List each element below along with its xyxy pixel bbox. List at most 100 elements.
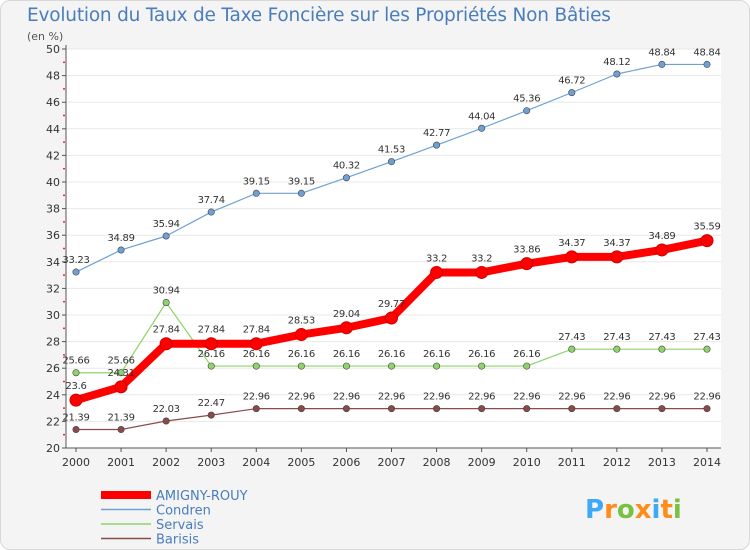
data-label-servais: 25.66	[108, 356, 135, 367]
y-minor-tick	[63, 433, 65, 436]
x-tick-label: 2012	[603, 456, 631, 469]
data-point-barisis	[387, 405, 395, 413]
data-point-servais	[387, 362, 395, 370]
data-label-condren: 40.32	[333, 161, 360, 172]
data-point-amigny-rouy	[655, 243, 669, 257]
data-point-condren	[297, 189, 305, 197]
legend-label-condren: Condren	[156, 504, 211, 519]
data-point-servais	[297, 362, 305, 370]
x-tick-label: 2003	[197, 456, 225, 469]
y-tick-label: 26	[46, 362, 60, 375]
data-label-condren: 39.15	[243, 176, 270, 187]
logo-letter: t	[660, 495, 672, 525]
data-point-condren	[162, 232, 170, 240]
y-minor-tick	[63, 380, 65, 383]
data-point-condren	[433, 141, 441, 149]
x-tick-label: 2002	[152, 456, 180, 469]
data-label-condren: 37.74	[198, 195, 225, 206]
data-label-condren: 46.72	[558, 76, 585, 87]
logo-letter: P	[585, 495, 604, 525]
data-label-barisis: 22.96	[378, 392, 405, 403]
data-label-amigny-rouy: 35.59	[693, 222, 720, 233]
y-tick-label: 48	[46, 70, 60, 83]
data-point-servais	[478, 362, 486, 370]
y-tick-label: 20	[46, 442, 60, 455]
data-label-amigny-rouy: 33.2	[471, 253, 492, 264]
data-point-servais	[342, 362, 350, 370]
data-point-amigny-rouy	[294, 328, 308, 342]
legend-label-servais: Servais	[156, 518, 204, 533]
data-point-barisis	[703, 405, 711, 413]
y-minor-tick	[63, 300, 65, 303]
data-point-barisis	[207, 411, 215, 419]
data-point-condren	[252, 189, 260, 197]
x-tick-label: 2000	[62, 456, 90, 469]
data-point-amigny-rouy	[339, 321, 353, 335]
x-tick-label: 2008	[423, 456, 451, 469]
logo-letter: i	[652, 495, 661, 525]
data-point-barisis	[613, 405, 621, 413]
data-label-barisis: 22.96	[243, 392, 270, 403]
data-point-barisis	[72, 426, 80, 434]
data-point-amigny-rouy	[385, 311, 398, 325]
y-tick-label: 28	[46, 336, 60, 349]
data-point-barisis	[297, 405, 305, 413]
y-tick-label: 46	[46, 96, 60, 109]
data-point-barisis	[478, 405, 486, 413]
x-tick-label: 2001	[107, 456, 135, 469]
data-point-amigny-rouy	[204, 337, 218, 351]
data-point-amigny-rouy	[69, 393, 83, 407]
brand-logo: Proxiti	[585, 495, 682, 525]
y-minor-tick	[63, 274, 65, 276]
data-point-barisis	[658, 405, 666, 413]
x-tick-label: 2007	[378, 456, 406, 469]
data-point-condren	[523, 107, 531, 115]
legend-label-amigny-rouy: AMIGNY-ROUY	[156, 489, 248, 504]
data-label-barisis: 22.96	[513, 392, 540, 403]
data-label-servais: 26.16	[423, 349, 450, 360]
data-label-barisis: 22.47	[198, 398, 225, 409]
data-point-servais	[658, 345, 666, 353]
y-tick-label: 44	[46, 123, 60, 136]
data-label-barisis: 22.96	[558, 392, 585, 403]
x-tick-label: 2005	[287, 456, 315, 469]
data-label-servais: 30.94	[153, 285, 180, 296]
y-unit-label: (en %)	[27, 30, 64, 43]
data-label-servais: 26.16	[468, 349, 495, 360]
data-label-amigny-rouy: 34.37	[558, 238, 585, 249]
y-tick-label: 34	[46, 256, 60, 269]
data-label-amigny-rouy: 27.84	[198, 325, 225, 336]
data-point-barisis	[433, 405, 441, 413]
y-minor-tick	[63, 61, 65, 64]
chart-title: Evolution du Taux de Taxe Foncière sur l…	[27, 5, 611, 26]
data-label-barisis: 22.96	[693, 392, 720, 403]
y-tick-label: 30	[46, 309, 60, 322]
data-point-amigny-rouy	[565, 250, 579, 264]
legend-label-barisis: Barisis	[156, 533, 199, 548]
data-point-amigny-rouy	[430, 265, 444, 279]
data-point-condren	[117, 246, 125, 254]
data-label-amigny-rouy: 24.31	[108, 368, 135, 379]
y-tick-label: 24	[46, 389, 60, 402]
data-label-barisis: 22.03	[153, 404, 180, 415]
data-point-amigny-rouy	[159, 337, 173, 351]
data-label-condren: 48.84	[693, 47, 720, 58]
data-label-condren: 45.36	[513, 94, 540, 105]
logo-letter: i	[673, 495, 682, 525]
data-label-servais: 25.66	[62, 356, 89, 367]
data-label-condren: 48.12	[603, 57, 630, 68]
data-point-amigny-rouy	[475, 265, 489, 279]
logo-letter: r	[604, 495, 617, 525]
y-minor-tick	[63, 327, 65, 330]
data-label-condren: 44.04	[468, 111, 495, 122]
x-tick-label: 2004	[242, 456, 270, 469]
data-point-condren	[207, 208, 215, 216]
data-label-condren: 33.23	[62, 255, 89, 266]
data-point-barisis	[252, 405, 260, 413]
data-label-amigny-rouy: 33.86	[513, 245, 540, 256]
data-label-amigny-rouy: 34.37	[603, 238, 630, 249]
data-label-amigny-rouy: 27.84	[153, 325, 180, 336]
data-point-condren	[613, 70, 621, 78]
x-tick-label: 2013	[648, 456, 676, 469]
y-minor-tick	[63, 141, 65, 143]
